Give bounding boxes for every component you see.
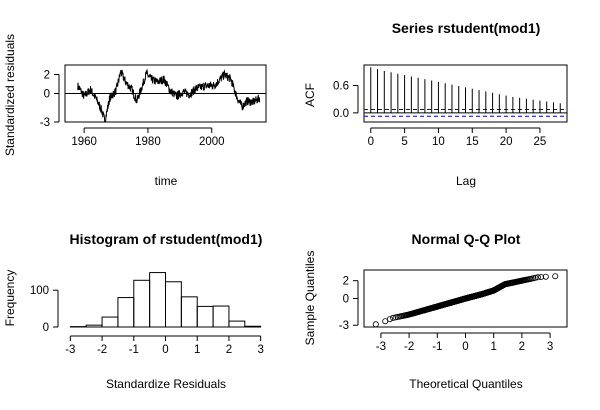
acf-x-tick-label: 10 bbox=[432, 136, 445, 148]
hist-y-tick-label: 100 bbox=[30, 285, 49, 297]
qq-point bbox=[386, 316, 393, 323]
qq-point bbox=[372, 321, 379, 328]
ts-marks bbox=[65, 68, 266, 123]
qq-x-tick-label: 1 bbox=[490, 341, 496, 353]
ts-panel: Standardized residuals time 1960 1980 2000… bbox=[3, 34, 267, 188]
ts-y-tick-label: 2 bbox=[44, 70, 50, 82]
qq-x-tick-label: 0 bbox=[462, 341, 468, 353]
ts-x-tick-label: 2000 bbox=[199, 136, 225, 148]
hist-bar bbox=[149, 272, 166, 328]
acf-x-tick-label: 25 bbox=[534, 136, 547, 148]
acf-title: Series rstudent(mod1) bbox=[392, 20, 541, 36]
acf-plot-frame bbox=[363, 64, 568, 123]
hist-x-tick-label: 3 bbox=[257, 344, 263, 356]
acf-panel: Series rstudent(mod1) ACF Lag 0 5 10 15 20 25… bbox=[303, 20, 568, 188]
hist-panel: Histogram of rstudent(mod1) Frequency St… bbox=[3, 231, 264, 391]
acf-y-tick-label: 0.6 bbox=[333, 81, 349, 93]
hist-y-tick-label: 0 bbox=[43, 322, 49, 334]
qq-x-tick-label: -3 bbox=[376, 341, 386, 353]
hist-bar bbox=[101, 316, 119, 328]
ts-axes: 1960 1980 2000 -3 0 2 bbox=[40, 70, 225, 149]
ts-x-tick-label: 1960 bbox=[71, 136, 97, 148]
qq-panel: Normal Q-Q Plot Sample Quantiles Theoret… bbox=[303, 231, 568, 391]
hist-x-tick-label: 1 bbox=[194, 344, 200, 356]
qq-x-tick-label: 2 bbox=[519, 341, 525, 353]
qq-point bbox=[542, 273, 549, 280]
acf-x-tick-label: 0 bbox=[368, 136, 374, 148]
ts-y-tick-label: 0 bbox=[44, 89, 50, 101]
qq-y-tick-label: 2 bbox=[343, 276, 349, 288]
qq-point bbox=[534, 274, 541, 281]
acf-marks bbox=[364, 67, 567, 117]
qq-point bbox=[390, 314, 397, 321]
hist-bar bbox=[196, 305, 214, 328]
hist-bar bbox=[117, 297, 135, 328]
acf-x-tick-label: 20 bbox=[500, 136, 513, 148]
ts-series-line bbox=[77, 68, 261, 123]
hist-marks bbox=[69, 272, 262, 328]
qq-x-tick-label: -2 bbox=[404, 341, 414, 353]
hist-bar bbox=[212, 305, 230, 328]
hist-x-tick-label: 2 bbox=[226, 344, 232, 356]
ts-xlabel: time bbox=[155, 174, 178, 188]
hist-bar bbox=[228, 320, 246, 328]
ts-x-tick-label: 1980 bbox=[135, 136, 161, 148]
qq-title: Normal Q-Q Plot bbox=[412, 231, 521, 247]
hist-x-tick-label: -1 bbox=[129, 344, 139, 356]
qq-plot-frame bbox=[363, 269, 568, 328]
qq-point bbox=[538, 273, 545, 280]
ts-ylabel: Standardized residuals bbox=[3, 34, 17, 156]
qq-marks bbox=[372, 273, 559, 328]
qq-point bbox=[552, 273, 559, 280]
acf-y-tick-label: 0.0 bbox=[333, 108, 349, 120]
qq-y-tick-label: -3 bbox=[339, 320, 349, 332]
hist-title: Histogram of rstudent(mod1) bbox=[70, 231, 263, 247]
hist-bar bbox=[244, 325, 262, 328]
qq-axes: -3 -2 -1 0 1 2 3 -3 0 2 bbox=[339, 276, 554, 353]
ts-y-tick-label: -3 bbox=[40, 117, 50, 129]
hist-x-tick-label: -3 bbox=[65, 344, 75, 356]
acf-ylabel: ACF bbox=[303, 83, 317, 107]
acf-x-tick-label: 15 bbox=[466, 136, 479, 148]
qq-x-tick-label: -1 bbox=[432, 341, 442, 353]
hist-axes: -3 -2 -1 0 1 2 3 0 100 bbox=[30, 285, 264, 356]
qq-ylabel: Sample Quantiles bbox=[303, 251, 317, 346]
acf-xlabel: Lag bbox=[456, 174, 476, 188]
qq-x-tick-label: 3 bbox=[547, 341, 553, 353]
qq-xlabel: Theoretical Quantiles bbox=[409, 377, 522, 391]
hist-x-tick-label: 0 bbox=[162, 344, 168, 356]
qq-point bbox=[532, 274, 539, 281]
hist-bar bbox=[165, 281, 182, 328]
acf-x-tick-label: 5 bbox=[401, 136, 407, 148]
hist-ylabel: Frequency bbox=[3, 270, 17, 327]
hist-bar bbox=[133, 279, 151, 328]
acf-axes: 0 5 10 15 20 25 0.0 0.6 bbox=[333, 81, 546, 148]
hist-xlabel: Standardize Residuals bbox=[106, 377, 226, 391]
hist-x-tick-label: -2 bbox=[97, 344, 107, 356]
qq-y-tick-label: 0 bbox=[343, 294, 349, 306]
hist-bar bbox=[180, 296, 198, 328]
hist-bar bbox=[85, 324, 103, 328]
